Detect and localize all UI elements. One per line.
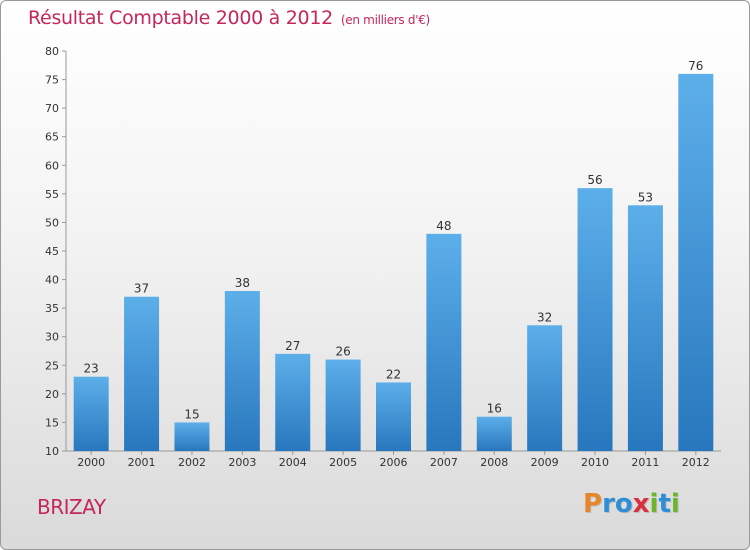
x-tick-label-2010: 2010 — [581, 456, 609, 469]
y-tick-label: 55 — [45, 188, 59, 201]
y-tick-label: 45 — [45, 245, 59, 258]
bar-2012 — [678, 73, 714, 451]
data-label-2000: 23 — [84, 362, 99, 376]
bar-2002 — [174, 422, 210, 451]
bar-2006 — [376, 382, 411, 451]
y-tick-label: 15 — [45, 416, 59, 429]
x-tick-label-2001: 2001 — [128, 456, 156, 469]
data-label-2003: 38 — [235, 276, 250, 290]
y-tick-label: 30 — [45, 331, 59, 344]
logo-letter: x — [632, 489, 650, 519]
x-tick-label-2005: 2005 — [329, 456, 357, 469]
x-tick-label-2009: 2009 — [531, 456, 559, 469]
x-tick-label-2006: 2006 — [380, 456, 408, 469]
bar-2005 — [325, 359, 361, 451]
bar-2003 — [224, 291, 260, 451]
x-tick-label-2003: 2003 — [228, 456, 256, 469]
y-tick-label: 10 — [45, 445, 59, 458]
data-label-2007: 48 — [436, 219, 451, 233]
bar-2011 — [627, 205, 663, 451]
y-tick-label: 60 — [45, 159, 59, 172]
bar-2008 — [476, 416, 512, 451]
data-label-2002: 15 — [184, 407, 199, 421]
data-label-2006: 22 — [386, 367, 401, 381]
y-tick-label: 40 — [45, 274, 59, 287]
y-tick-label: 35 — [45, 302, 59, 315]
logo-letter: i — [649, 489, 659, 519]
data-label-2008: 16 — [487, 402, 502, 416]
x-tick-label-2011: 2011 — [631, 456, 659, 469]
y-tick-label: 70 — [45, 102, 59, 115]
x-tick-label-2007: 2007 — [430, 456, 458, 469]
x-tick-label-2000: 2000 — [77, 456, 105, 469]
chart-subtitle: (en milliers d'€) — [340, 13, 430, 27]
logo-letter: t — [658, 489, 671, 519]
bar-2001 — [124, 296, 160, 451]
bar-2007 — [426, 233, 462, 451]
x-tick-label-2008: 2008 — [480, 456, 508, 469]
logo-letter: P — [583, 489, 603, 519]
chart-title-text: Résultat Comptable 2000 à 2012 — [28, 7, 333, 29]
data-label-2001: 37 — [134, 282, 149, 296]
proxiti-logo: Proxiti — [583, 489, 680, 519]
y-tick-label: 80 — [45, 45, 59, 58]
logo-letter: o — [614, 489, 633, 519]
data-label-2009: 32 — [537, 310, 552, 324]
region-label: BRIZAY — [37, 495, 106, 519]
bar-2010 — [577, 188, 613, 451]
logo-letter: r — [602, 489, 615, 519]
value-labels: 23 37 15 38 27 26 22 48 16 32 56 53 76 — [84, 59, 704, 422]
y-tick-label: 75 — [45, 74, 59, 87]
x-tick-label-2012: 2012 — [682, 456, 710, 469]
data-label-2010: 56 — [587, 173, 602, 187]
chart-title: Résultat Comptable 2000 à 2012 (en millie… — [28, 7, 430, 29]
x-tick-label-2002: 2002 — [178, 456, 206, 469]
bar-2009 — [527, 325, 563, 451]
y-tick-label: 25 — [45, 359, 59, 372]
x-tick-label-2004: 2004 — [279, 456, 307, 469]
data-label-2012: 76 — [688, 59, 703, 73]
y-tick-label: 65 — [45, 131, 59, 144]
data-label-2011: 53 — [638, 190, 653, 204]
logo-letter: i — [670, 489, 680, 519]
data-label-2005: 26 — [335, 345, 350, 359]
y-tick-label: 50 — [45, 216, 59, 229]
data-label-2004: 27 — [285, 339, 300, 353]
bars — [73, 73, 714, 451]
y-tick-label: 20 — [45, 388, 59, 401]
bar-2004 — [275, 353, 311, 451]
bar-2000 — [73, 376, 109, 451]
